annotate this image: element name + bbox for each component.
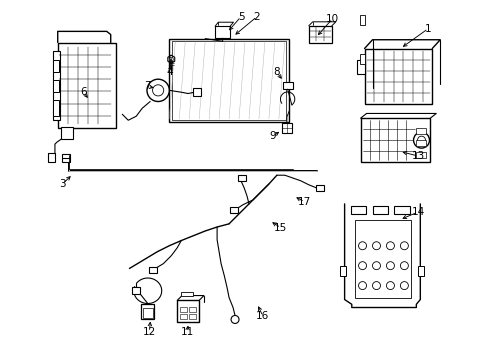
Bar [193, 88, 201, 96]
Bar [58, 42, 116, 128]
Circle shape [400, 262, 408, 270]
Circle shape [372, 262, 380, 270]
Circle shape [417, 136, 425, 144]
Bar [53, 50, 60, 120]
Circle shape [400, 242, 408, 250]
Circle shape [372, 282, 380, 289]
Bar [53, 100, 59, 116]
Circle shape [387, 262, 394, 270]
Bar [360, 54, 365, 64]
Text: 3: 3 [59, 179, 66, 189]
Text: 1: 1 [425, 24, 432, 33]
Bar [416, 140, 426, 146]
Bar [48, 153, 55, 162]
Bar [418, 266, 424, 276]
Circle shape [387, 282, 394, 289]
Text: 12: 12 [143, 327, 156, 337]
Bar [282, 123, 292, 133]
Bar [180, 307, 187, 312]
Bar [372, 206, 388, 214]
Circle shape [400, 282, 408, 289]
Text: 11: 11 [181, 327, 194, 337]
Circle shape [372, 242, 380, 250]
Text: 17: 17 [298, 197, 311, 207]
Bar [142, 303, 154, 319]
Bar [230, 207, 238, 213]
Bar [189, 307, 196, 312]
Bar [394, 206, 410, 214]
Bar [53, 60, 59, 72]
Bar [355, 220, 411, 298]
Bar [189, 314, 196, 319]
Circle shape [147, 79, 169, 102]
Bar [61, 127, 73, 139]
Circle shape [359, 262, 367, 270]
Bar [238, 175, 246, 181]
Text: 14: 14 [412, 207, 425, 217]
Circle shape [387, 242, 394, 250]
Bar [350, 206, 366, 214]
Bar [340, 266, 346, 276]
Text: 2: 2 [254, 12, 260, 22]
Bar [148, 267, 156, 273]
Text: 16: 16 [256, 311, 270, 321]
Text: 13: 13 [412, 151, 425, 161]
Bar [316, 185, 324, 191]
Bar [283, 82, 293, 89]
Text: 8: 8 [273, 67, 280, 77]
Text: 7: 7 [144, 81, 151, 91]
Bar [169, 39, 289, 122]
Circle shape [414, 132, 430, 148]
Bar [365, 49, 432, 104]
Text: 4: 4 [166, 67, 172, 77]
Bar [357, 60, 365, 73]
Bar [172, 41, 287, 120]
Circle shape [152, 85, 164, 96]
Circle shape [359, 282, 367, 289]
Bar [143, 308, 152, 318]
Text: 5: 5 [238, 12, 245, 22]
Bar [177, 300, 199, 322]
Bar [361, 118, 430, 162]
Bar [360, 15, 365, 24]
Bar [416, 128, 426, 134]
Circle shape [231, 315, 239, 323]
Circle shape [169, 57, 173, 61]
Bar [132, 287, 141, 294]
Bar [309, 26, 332, 42]
Bar [62, 154, 71, 162]
Text: 15: 15 [274, 223, 288, 233]
Text: 9: 9 [270, 131, 276, 141]
Bar [215, 26, 230, 38]
Bar [416, 152, 426, 158]
Bar [53, 80, 59, 92]
Circle shape [359, 242, 367, 250]
Text: 6: 6 [80, 87, 87, 97]
Text: 10: 10 [326, 14, 339, 24]
Bar [180, 314, 187, 319]
Bar [181, 292, 193, 296]
